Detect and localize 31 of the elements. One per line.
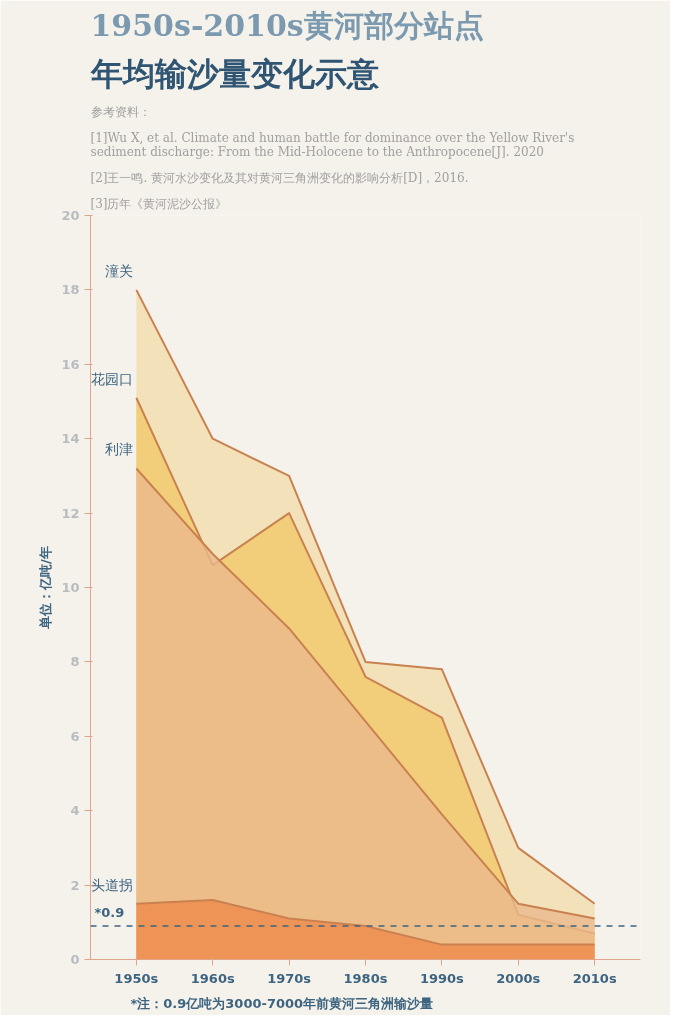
x-tick-label: 1960s xyxy=(190,970,235,986)
text: 参考资料： xyxy=(90,104,151,119)
y-tick-label: 18 xyxy=(61,282,80,298)
x-tick-label: 1970s xyxy=(267,970,312,986)
y-tick-label: 16 xyxy=(61,356,80,372)
y-tick-label: 14 xyxy=(61,431,80,447)
y-tick-label: 2 xyxy=(70,877,80,893)
y-tick-label: 12 xyxy=(61,505,80,521)
y-tick-label: 10 xyxy=(61,580,80,595)
text: [1]Wu X, et al. Climate and human battle for dominance over the Yellow River's sediment discharge: From the Mid-Holocene to the Anthropocene[J]. 2020 xyxy=(90,130,575,159)
y-tick-label: 4 xyxy=(70,803,80,819)
x-tick-label: 2000s xyxy=(496,970,541,986)
text: [2]王一鸣. 黄河水沙变化及其对黄河三角洲变化的影响分析[D]，2016. xyxy=(90,170,469,185)
chart-subtitle: 年均输沙量变化示意 xyxy=(89,54,380,93)
chart-title: 1950s-2010s黄河部分站点 xyxy=(90,7,484,43)
text: *注：0.9亿吨为3000-7000年前黄河三角洲输沙量 xyxy=(130,995,434,1011)
y-tick-label: 6 xyxy=(70,728,80,744)
series-label: 头道拐 xyxy=(90,876,133,893)
x-tick-label: 1950s xyxy=(114,970,159,986)
x-tick-label: 1990s xyxy=(419,970,465,986)
x-tick-label: 1980s xyxy=(343,970,388,986)
y-axis-title: 单位：亿吨/年 xyxy=(38,546,54,630)
series-label: 潼关 xyxy=(104,262,133,279)
y-tick-label: 8 xyxy=(70,654,80,670)
series-label: 花园口 xyxy=(90,370,133,387)
y-tick-label: 0 xyxy=(70,952,80,967)
ref-line-label: *0.9 xyxy=(94,905,125,921)
series-label: 利津 xyxy=(104,441,133,458)
text: [3]历年《黄河泥沙公报》 xyxy=(90,196,228,211)
y-tick-label: 20 xyxy=(61,208,80,223)
x-tick-label: 2010s xyxy=(572,970,617,986)
